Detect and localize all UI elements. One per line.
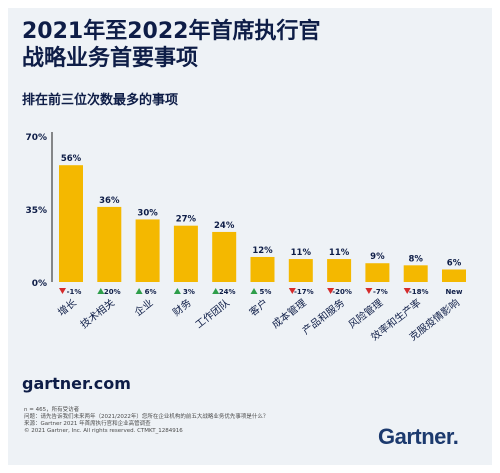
category-label: 客户 [247, 296, 271, 319]
change-label: -20% [332, 288, 352, 296]
change-down-icon [327, 288, 335, 294]
category-label: 工作团队 [193, 296, 233, 331]
bar [327, 259, 352, 282]
change-label: -17% [294, 288, 314, 296]
footnote-source: 来源：Gartner 2021 年首席执行官和企业高管调查 [24, 421, 151, 427]
change-up-icon [97, 288, 105, 294]
change-label: 6% [145, 288, 157, 296]
website-link[interactable]: gartner.com [22, 374, 131, 393]
change-label: -1% [67, 288, 82, 296]
category-label: 增长 [55, 296, 79, 319]
change-down-icon [288, 288, 296, 294]
change-label: 24% [219, 288, 236, 296]
footnote-sample: n = 465，所有受访者 [24, 407, 80, 413]
change-label: New [445, 288, 463, 296]
category-label: 技术相关 [78, 296, 118, 331]
category-label: 产品和服务 [300, 296, 347, 337]
bar-value-label: 12% [252, 246, 273, 256]
y-tick-label: 0% [32, 279, 47, 289]
change-up-icon [135, 288, 143, 294]
bar [288, 259, 313, 282]
y-tick-label: 35% [25, 206, 47, 216]
change-up-icon [173, 288, 181, 294]
change-label: 20% [104, 288, 121, 296]
bar-value-label: 8% [408, 254, 423, 264]
change-label: 3% [183, 288, 195, 296]
bar-value-label: 27% [176, 215, 197, 225]
bar-value-label: 6% [447, 258, 462, 268]
change-up-icon [250, 288, 258, 294]
bar [250, 256, 275, 282]
bar [173, 225, 198, 282]
title-line-2: 战略业务首要事项 [22, 46, 199, 71]
bar-value-label: 11% [291, 248, 312, 258]
bar-value-label: 36% [99, 196, 120, 206]
bar-value-label: 9% [370, 252, 385, 262]
change-label: -7% [373, 288, 388, 296]
bar [97, 206, 122, 282]
footnote-question: 问题：请先告诉我们未来两年（2021/2022年）您所在企业机构的前五大战略业务… [24, 414, 269, 420]
bar [365, 263, 390, 282]
change-label: -18% [409, 288, 429, 296]
bar [59, 165, 83, 282]
bar [212, 231, 237, 282]
footnote-copyright: © 2021 Gartner, Inc. All rights reserved… [24, 428, 183, 434]
bar-value-label: 24% [214, 221, 235, 231]
gartner-logo: Gartner. [378, 424, 459, 449]
chart-subtitle: 排在前三位次数最多的事项 [22, 93, 179, 108]
bar-value-label: 30% [137, 208, 158, 218]
bar [403, 265, 428, 282]
bar [442, 269, 466, 282]
category-label: 企业 [132, 296, 156, 319]
bar [135, 219, 160, 282]
bar-value-label: 56% [61, 154, 82, 164]
change-down-icon [365, 288, 373, 294]
change-down-icon [403, 288, 411, 294]
change-down-icon [59, 288, 66, 294]
y-tick-label: 70% [25, 133, 47, 143]
change-label: 5% [260, 288, 272, 296]
category-label: 财务 [170, 296, 194, 319]
logo-text: Gartner [378, 424, 453, 449]
title-line-1: 2021年至2022年首席执行官 [22, 19, 321, 44]
infographic-card [8, 8, 492, 465]
chart-title: 2021年至2022年首席执行官 战略业务首要事项 [22, 18, 472, 72]
bar-value-label: 11% [329, 248, 350, 258]
change-up-icon [212, 288, 220, 294]
